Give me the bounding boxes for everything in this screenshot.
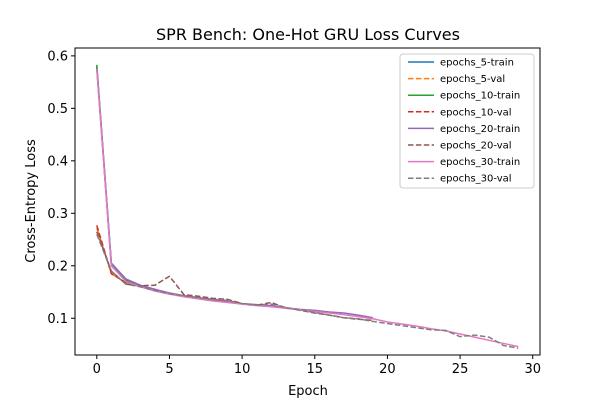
- y-tick-label: 0.2: [47, 259, 68, 274]
- y-tick-label: 0.5: [47, 102, 68, 117]
- legend-label: epochs_30-val: [440, 174, 512, 185]
- y-tick-label: 0.4: [47, 154, 68, 169]
- legend-label: epochs_10-train: [440, 91, 520, 102]
- chart-title: SPR Bench: One-Hot GRU Loss Curves: [156, 25, 460, 44]
- y-axis-title: Cross-Entropy Loss: [24, 139, 39, 263]
- x-axis-title: Epoch: [288, 384, 328, 399]
- legend-label: epochs_5-train: [440, 58, 514, 69]
- legend-label: epochs_20-val: [440, 141, 512, 152]
- legend-frame: [399, 53, 535, 189]
- series-line-epochs_30-train: [96, 68, 519, 348]
- x-tick-label: 30: [524, 362, 541, 377]
- y-axis: 0.1 0.2 0.3 0.4 0.5 0.6: [47, 49, 75, 327]
- plot-lines: [96, 64, 519, 349]
- legend-label: epochs_10-val: [440, 107, 512, 118]
- legend-label: epochs_20-train: [440, 124, 520, 135]
- x-axis: 0 5 10 15 20 25 30: [93, 355, 541, 377]
- x-tick-label: 10: [234, 362, 251, 377]
- legend-label: epochs_5-val: [440, 74, 505, 85]
- x-tick-label: 5: [165, 362, 173, 377]
- y-tick-label: 0.3: [47, 207, 68, 222]
- plot-frame: [74, 47, 541, 356]
- y-tick-label: 0.1: [47, 312, 68, 327]
- y-tick-label: 0.6: [47, 49, 68, 64]
- x-tick-label: 0: [93, 362, 101, 377]
- legend: epochs_5-train epochs_5-val epochs_10-trai…: [399, 53, 535, 189]
- x-tick-label: 20: [379, 362, 396, 377]
- x-tick-label: 15: [306, 362, 323, 377]
- x-tick-label: 25: [452, 362, 469, 377]
- legend-label: epochs_30-train: [440, 157, 520, 168]
